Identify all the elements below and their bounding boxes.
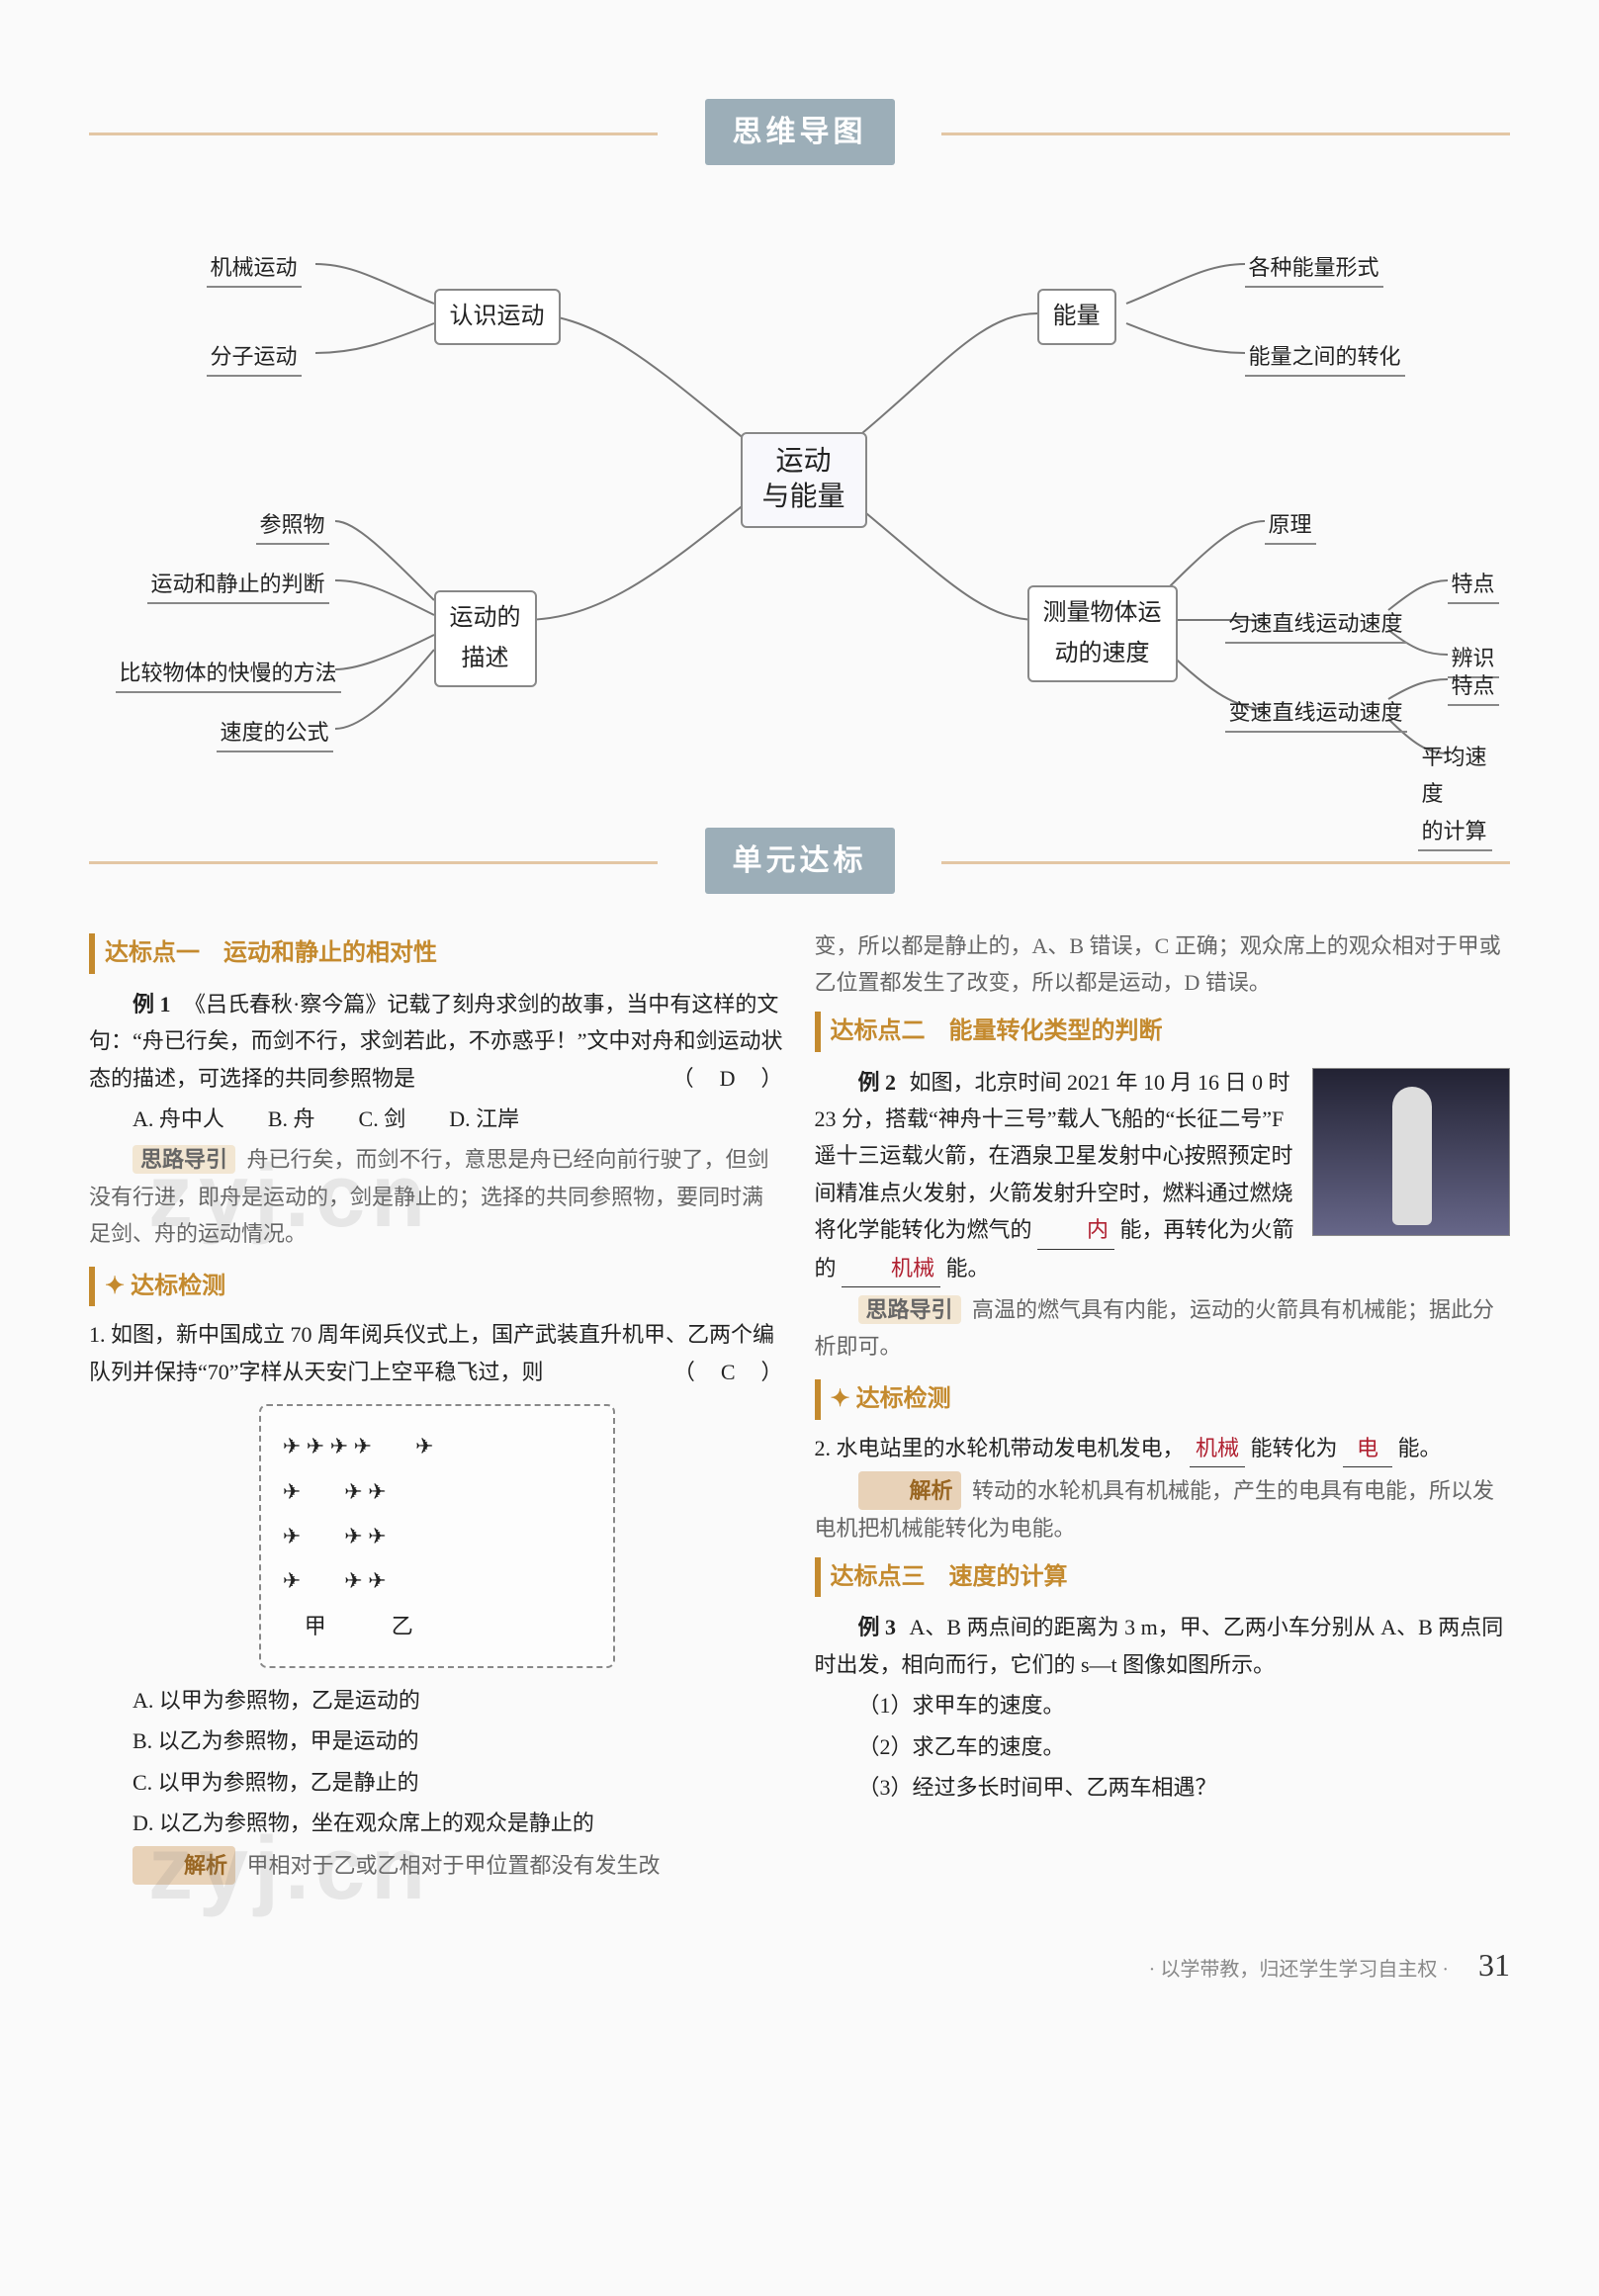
check-heading-1: 达标检测 — [89, 1267, 785, 1307]
silu-label-1: 思路导引 — [133, 1145, 235, 1174]
label-tedian2: 特点 — [1448, 667, 1499, 706]
helo-row4: ✈ ✈ ✈ — [273, 1558, 601, 1603]
q1-optD: D. 以乙为参照物，坐在观众席上的观众是静止的 — [133, 1805, 785, 1841]
ex2-text3: 能。 — [946, 1256, 990, 1280]
helo-row5: 甲 乙 — [273, 1604, 601, 1648]
banner-unit: 单元达标 — [89, 828, 1510, 894]
check-heading-2: 达标检测 — [815, 1379, 1511, 1420]
ex1-opts: A. 舟中人 B. 舟 C. 剑 D. 江岸 — [133, 1101, 785, 1137]
label-jixie: 机械运动 — [207, 249, 302, 288]
ex3-q1: （1）求甲车的速度。 — [858, 1687, 1511, 1723]
label-canzhao: 参照物 — [256, 506, 329, 545]
label-panduan: 运动和静止的判断 — [147, 566, 329, 604]
node-measure-label: 测量物体运 动的速度 — [1043, 600, 1162, 666]
q2-para: 2. 水电站里的水轮机带动发电机发电， 机械 能转化为 电 能。 — [815, 1430, 1511, 1467]
right-column: 变，所以都是静止的，A、B 错误，C 正确；观众席上的观众相对于甲或乙位置都发生… — [815, 924, 1511, 1889]
helo-row3: ✈ ✈ ✈ — [273, 1514, 601, 1558]
node-describe: 运动的 描述 — [434, 590, 537, 687]
q2-text2: 能转化为 — [1251, 1436, 1338, 1460]
q2-blank1: 机械 — [1190, 1430, 1245, 1467]
ex2-blank2: 机械 — [842, 1250, 940, 1287]
label-nengxing: 各种能量形式 — [1245, 249, 1383, 288]
q1-optA: A. 以甲为参照物，乙是运动的 — [133, 1682, 785, 1719]
label-fenzi: 分子运动 — [207, 338, 302, 377]
node-center: 运动 与能量 — [741, 432, 867, 528]
label-sudugs: 速度的公式 — [217, 714, 333, 752]
label-yuanli: 原理 — [1265, 506, 1316, 545]
label-yunsu: 匀速直线运动速度 — [1225, 605, 1407, 644]
q2-text1: 2. 水电站里的水轮机带动发电机发电， — [815, 1436, 1185, 1460]
q2-jiexi: 解析 转动的水轮机具有机械能，产生的电具有电能，所以发电机把机械能转化为电能。 — [815, 1471, 1511, 1547]
ex3-label: 例 3 — [858, 1615, 897, 1639]
ex2-label: 例 2 — [858, 1070, 897, 1095]
left-column: 达标点一 运动和静止的相对性 例 1 《吕氏春秋·察今篇》记载了刻舟求剑的故事，… — [89, 924, 785, 1889]
ex1-label: 例 1 — [133, 992, 171, 1016]
mindmap: 运动 与能量 认识运动 运动的 描述 能量 测量物体运 动的速度 机械运动 分子… — [108, 195, 1492, 788]
helicopter-figure: ✈ ✈ ✈ ✈ ✈ ✈ ✈ ✈ ✈ ✈ ✈ ✈ ✈ ✈ 甲 乙 — [259, 1404, 615, 1668]
rocket-image — [1312, 1068, 1510, 1236]
node-recognize: 认识运动 — [434, 289, 561, 345]
dabiao1-heading: 达标点一 运动和静止的相对性 — [89, 933, 785, 974]
ex3-q3: （3）经过多长时间甲、乙两车相遇？ — [858, 1769, 1511, 1806]
dabiao3-heading: 达标点三 速度的计算 — [815, 1557, 1511, 1598]
ex3-text: A、B 两点间的距离为 3 m，甲、乙两小车分别从 A、B 两点同时出发，相向而… — [815, 1615, 1504, 1676]
node-energy: 能量 — [1037, 289, 1116, 345]
jiexi-label-1: 解析 — [133, 1846, 235, 1885]
label-bijiao: 比较物体的快慢的方法 — [116, 655, 341, 693]
q1-text-span: 1. 如图，新中国成立 70 周年阅兵仪式上，国产武装直升机甲、乙两个编队列并保… — [89, 1322, 774, 1383]
label-biansu: 变速直线运动速度 — [1225, 694, 1407, 733]
label-zhuanhua: 能量之间的转化 — [1245, 338, 1405, 377]
footer: · 以学带教，归还学生学习自主权 · 31 — [89, 1938, 1510, 1991]
label-tedian1: 特点 — [1448, 566, 1499, 604]
ex2-silu: 思路导引 高温的燃气具有内能，运动的火箭具有机械能；据此分析即可。 — [815, 1291, 1511, 1366]
q1-text: 1. 如图，新中国成立 70 周年阅兵仪式上，国产武装直升机甲、乙两个编队列并保… — [89, 1316, 785, 1390]
jiexi-label-2: 解析 — [858, 1471, 961, 1510]
node-energy-label: 能量 — [1053, 304, 1101, 329]
node-recognize-label: 认识运动 — [450, 304, 545, 329]
q1-jiexi-text: 甲相对于乙或乙相对于甲位置都没有发生改 — [247, 1853, 661, 1878]
ex2-blank1: 内 — [1037, 1211, 1114, 1249]
helo-row2: ✈ ✈ ✈ — [273, 1469, 601, 1514]
ex3-q2: （2）求乙车的速度。 — [858, 1728, 1511, 1765]
silu-label-2: 思路导引 — [858, 1295, 961, 1324]
ex1-para: 例 1 《吕氏春秋·察今篇》记载了刻舟求剑的故事，当中有这样的文句：“舟已行矣，… — [89, 986, 785, 1097]
q1-jiexi: 解析 甲相对于乙或乙相对于甲位置都没有发生改 — [89, 1846, 785, 1885]
q2-text3: 能。 — [1398, 1436, 1442, 1460]
q1-answer: （ C ） — [673, 1354, 785, 1390]
banner-mindmap: 思维导图 — [89, 99, 1510, 165]
node-measure: 测量物体运 动的速度 — [1027, 585, 1178, 682]
page-number: 31 — [1478, 1938, 1510, 1991]
right-cont: 变，所以都是静止的，A、B 错误，C 正确；观众席上的观众相对于甲或乙位置都发生… — [815, 927, 1511, 1002]
dabiao2-heading: 达标点二 能量转化类型的判断 — [815, 1012, 1511, 1052]
banner-mindmap-label: 思维导图 — [705, 99, 895, 165]
q2-blank2: 电 — [1343, 1430, 1392, 1467]
banner-unit-label: 单元达标 — [705, 828, 895, 894]
node-describe-label: 运动的 描述 — [450, 605, 521, 671]
q1-optB: B. 以乙为参照物，甲是运动的 — [133, 1722, 785, 1759]
ex1-silu: 思路导引 舟已行矣，而剑不行，意思是舟已经向前行驶了，但剑没有行进，即舟是运动的… — [89, 1141, 785, 1252]
q1-optC: C. 以甲为参照物，乙是静止的 — [133, 1764, 785, 1801]
footer-motto: · 以学带教，归还学生学习自主权 · — [1149, 1953, 1449, 1987]
ex1-answer: （ D ） — [629, 1060, 785, 1097]
ex3-para: 例 3 A、B 两点间的距离为 3 m，甲、乙两小车分别从 A、B 两点同时出发… — [815, 1609, 1511, 1683]
helo-row1: ✈ ✈ ✈ ✈ ✈ — [273, 1424, 601, 1468]
node-center-label: 运动 与能量 — [762, 446, 845, 512]
